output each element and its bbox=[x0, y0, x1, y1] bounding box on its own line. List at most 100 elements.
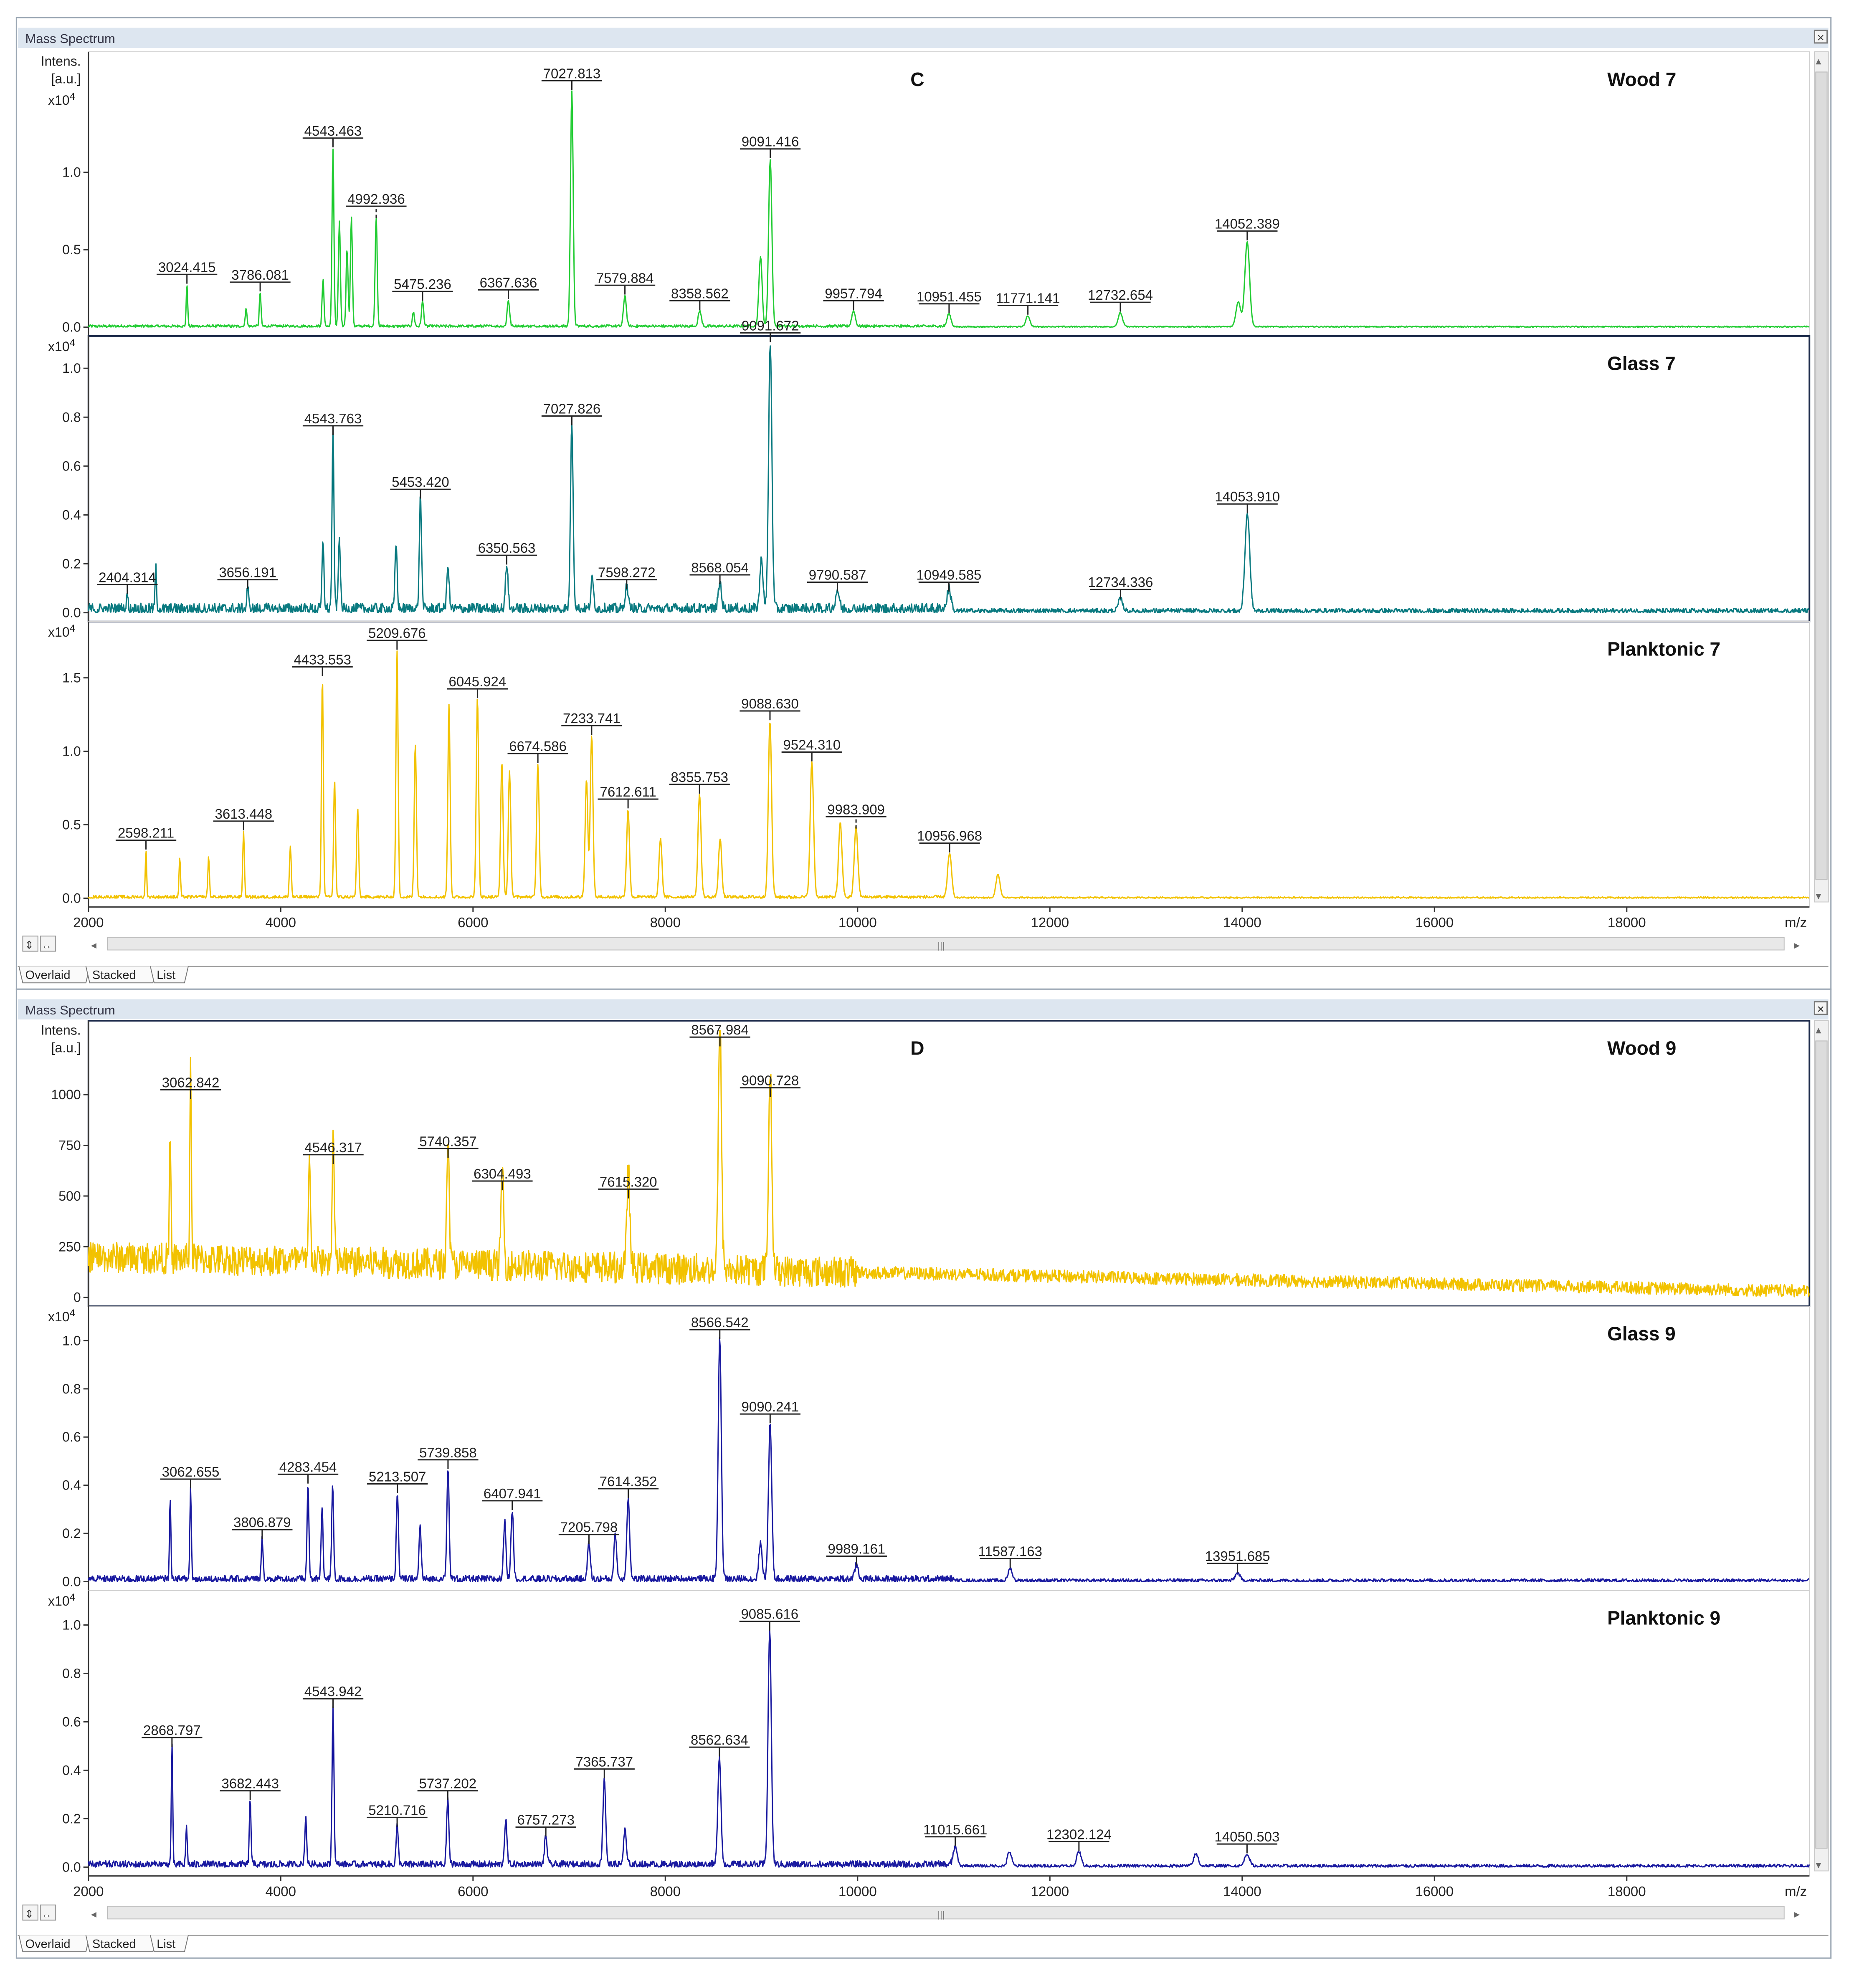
zoom-vertical-button[interactable] bbox=[22, 1905, 38, 1921]
peak-label-group: 11587.163 bbox=[978, 1543, 1042, 1568]
x-tick-label: 10000 bbox=[838, 1884, 877, 1899]
peak-label: 9085.616 bbox=[741, 1606, 798, 1622]
zoom-horizontal-button[interactable] bbox=[40, 1905, 56, 1921]
peak-label-group: 7027.813 bbox=[541, 66, 603, 90]
y-tick-label: 0.5 bbox=[62, 817, 81, 832]
peak-label: 3613.448 bbox=[215, 806, 272, 822]
scroll-right-icon[interactable]: ▸ bbox=[1794, 1907, 1800, 1920]
peak-label-group: 3062.842 bbox=[160, 1075, 221, 1099]
peak-label: 5210.716 bbox=[368, 1802, 426, 1818]
x-tick-label: 14000 bbox=[1223, 1884, 1261, 1899]
peak-label-group: 2404.314 bbox=[97, 569, 158, 594]
series-name: Glass 9 bbox=[1607, 1323, 1676, 1345]
y-tick-label: 0.0 bbox=[62, 1574, 81, 1589]
tab-list[interactable] bbox=[150, 1935, 189, 1953]
horizontal-scrollbar-thumb[interactable] bbox=[107, 1906, 1785, 1920]
peak-label-group: 14052.389 bbox=[1215, 216, 1280, 240]
y-tick-label: 0.2 bbox=[62, 1526, 81, 1541]
y-tick-label: 0.8 bbox=[62, 410, 81, 425]
y-tick-label: 1.0 bbox=[62, 744, 81, 759]
y-tick-label: 0.4 bbox=[62, 1478, 81, 1493]
peak-label: 3024.415 bbox=[158, 259, 216, 275]
peak-label: 9088.630 bbox=[741, 696, 799, 711]
peak-label: 8566.542 bbox=[691, 1315, 749, 1330]
peak-label-group: 8562.634 bbox=[689, 1732, 750, 1757]
peak-label: 4283.454 bbox=[279, 1459, 337, 1475]
peak-label-group: 9085.616 bbox=[739, 1606, 800, 1631]
horizontal-scrollbar-thumb[interactable] bbox=[107, 937, 1785, 951]
y-tick-label: 0.8 bbox=[62, 1666, 81, 1681]
peak-label: 2868.797 bbox=[143, 1722, 201, 1738]
close-icon[interactable] bbox=[1814, 30, 1828, 44]
peak-label: 13951.685 bbox=[1205, 1548, 1270, 1564]
tab-label: List bbox=[157, 969, 175, 982]
zoom-horizontal-button[interactable] bbox=[40, 936, 56, 952]
peak-label: 3806.879 bbox=[233, 1515, 291, 1530]
window-title-bar bbox=[18, 28, 1829, 48]
peak-label: 9989.161 bbox=[828, 1541, 885, 1557]
panel-letter: C bbox=[910, 68, 924, 90]
scroll-right-icon[interactable]: ▸ bbox=[1794, 939, 1800, 951]
scroll-down-icon[interactable]: ▾ bbox=[1816, 890, 1821, 902]
zoom-vertical-button[interactable] bbox=[22, 936, 38, 952]
peak-label: 5739.858 bbox=[419, 1445, 477, 1460]
y-multiplier-label: x104 bbox=[48, 91, 75, 108]
x-unit-label: m/z bbox=[1785, 1884, 1807, 1899]
x-tick-label: 2000 bbox=[73, 1884, 104, 1899]
peak-label-group: 5453.420 bbox=[390, 474, 451, 499]
peak-label: 7027.826 bbox=[543, 401, 601, 416]
y-multiplier-label: x104 bbox=[48, 623, 75, 640]
peak-label-group: 7233.741 bbox=[561, 711, 622, 735]
peak-label: 5453.420 bbox=[392, 474, 449, 490]
y-tick-label: 500 bbox=[58, 1189, 81, 1204]
peak-label-group: 7615.320 bbox=[598, 1174, 659, 1199]
scroll-up-icon[interactable]: ▴ bbox=[1816, 54, 1821, 67]
peak-label: 7615.320 bbox=[600, 1174, 657, 1189]
tab-label: Overlaid bbox=[25, 1937, 71, 1951]
peak-label-group: 9524.310 bbox=[781, 737, 842, 761]
scroll-left-icon[interactable]: ◂ bbox=[91, 939, 96, 951]
peak-label-group: 7612.611 bbox=[598, 784, 659, 809]
peak-label-group: 9989.161 bbox=[826, 1541, 887, 1566]
peak-label: 9957.794 bbox=[825, 286, 882, 301]
peak-label: 6367.636 bbox=[480, 275, 537, 290]
peak-label-group: 7598.272 bbox=[596, 565, 657, 589]
peak-label: 11771.141 bbox=[996, 291, 1060, 306]
close-icon[interactable] bbox=[1814, 1001, 1828, 1015]
peak-label: 7365.737 bbox=[575, 1754, 633, 1769]
peak-label-group: 3682.443 bbox=[220, 1776, 281, 1800]
peak-label: 5737.202 bbox=[419, 1776, 476, 1791]
peak-label: 9090.728 bbox=[742, 1073, 799, 1088]
peak-label: 5209.676 bbox=[368, 625, 426, 641]
peak-label-group: 4543.463 bbox=[302, 123, 364, 148]
vertical-scrollbar-thumb[interactable] bbox=[1815, 71, 1828, 880]
peak-label-group: 4543.763 bbox=[302, 411, 364, 435]
peak-label: 4433.553 bbox=[294, 652, 351, 667]
vertical-scrollbar-thumb[interactable] bbox=[1815, 1040, 1828, 1849]
peak-label-group: 3786.081 bbox=[230, 267, 291, 292]
peak-label-group: 7205.798 bbox=[558, 1520, 620, 1544]
peak-label: 7598.272 bbox=[598, 565, 656, 580]
scroll-left-icon[interactable]: ◂ bbox=[91, 1907, 96, 1920]
plot-area bbox=[88, 52, 1810, 907]
x-tick-label: 16000 bbox=[1415, 1884, 1454, 1899]
zoom-vertical-icon: ⇕ bbox=[25, 1907, 34, 1920]
plot-area bbox=[88, 1021, 1810, 1876]
peak-label: 4543.763 bbox=[304, 411, 362, 426]
tab-label: Stacked bbox=[92, 969, 136, 982]
x-tick-label: 8000 bbox=[650, 915, 681, 930]
peak-label-group: 8566.542 bbox=[689, 1315, 750, 1339]
tab-label: Overlaid bbox=[25, 969, 71, 982]
peak-label-group: 2868.797 bbox=[142, 1722, 203, 1747]
tab-list[interactable] bbox=[150, 966, 189, 984]
y-tick-label: 1.0 bbox=[62, 1617, 81, 1632]
peak-label-group: 11015.661 bbox=[923, 1822, 987, 1846]
scroll-down-icon[interactable]: ▾ bbox=[1816, 1858, 1821, 1871]
x-tick-label: 18000 bbox=[1608, 1884, 1646, 1899]
peak-label: 7614.352 bbox=[600, 1474, 657, 1489]
peak-label-group: 7365.737 bbox=[574, 1754, 635, 1778]
y-tick-label: 0.4 bbox=[62, 507, 81, 522]
scroll-up-icon[interactable]: ▴ bbox=[1816, 1023, 1821, 1036]
x-tick-label: 6000 bbox=[458, 1884, 488, 1899]
y-tick-label: 0.6 bbox=[62, 1714, 81, 1729]
